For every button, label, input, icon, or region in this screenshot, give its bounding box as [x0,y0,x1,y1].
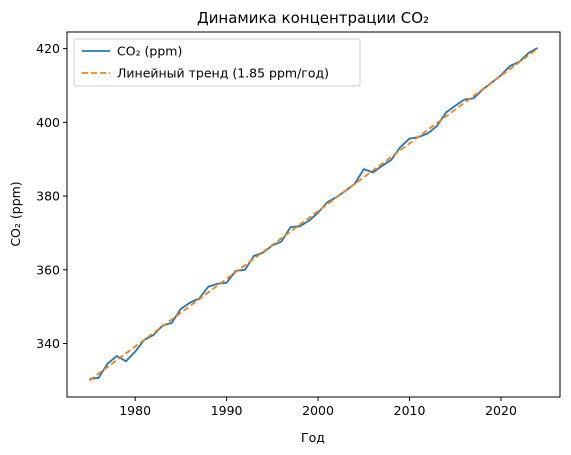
x-tick-label: 1980 [119,403,151,418]
x-tick-label: 2020 [485,403,517,418]
x-tick-label: 2010 [394,403,426,418]
plot-frame [66,31,561,398]
y-tick-label: 340 [36,336,60,351]
y-tick-label: 400 [36,115,60,130]
y-axis-title: CO₂ (ppm) [8,181,23,246]
x-tick-label: 1990 [211,403,243,418]
y-tick-label: 360 [36,262,60,277]
legend: CO₂ (ppm) Линейный тренд (1.85 ppm/год) [73,38,361,87]
legend-box [73,38,361,87]
x-axis-title: Год [301,430,325,445]
legend-label-trend: Линейный тренд (1.85 ppm/год) [117,66,329,81]
y-tick-label: 380 [36,189,60,204]
y-tick-label: 420 [36,41,60,56]
legend-label-co2: CO₂ (ppm) [117,44,182,59]
series-layer [88,47,539,382]
series-line-trend [88,47,539,382]
x-axis: 1980 1990 2000 2010 2020 [119,397,517,418]
x-tick-label: 2000 [302,403,334,418]
chart-title: Динамика концентрации CO₂ [197,9,429,27]
y-axis: 340 360 380 400 420 [36,41,67,351]
